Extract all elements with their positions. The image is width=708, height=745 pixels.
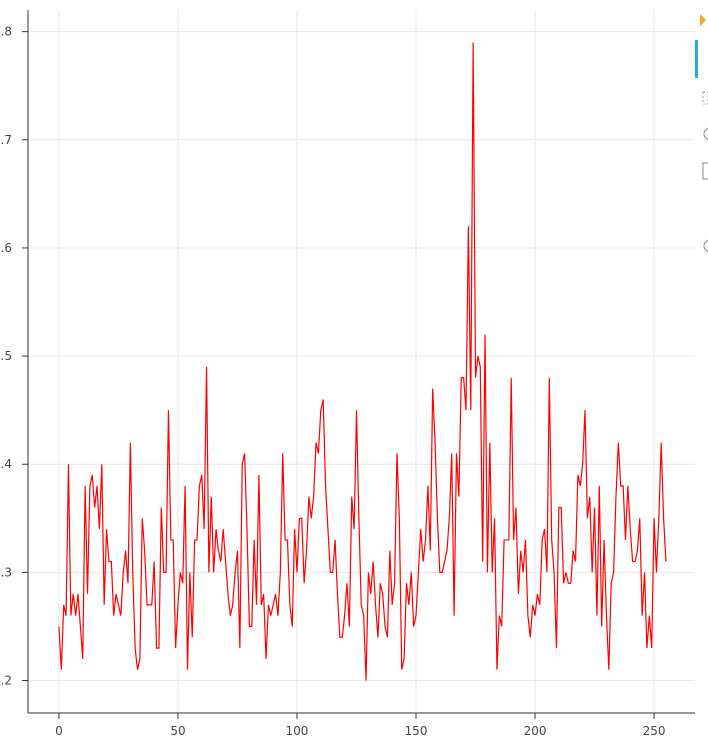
x-tick-label: 200	[524, 724, 547, 738]
toolbar	[695, 14, 708, 253]
y-tick-label: 0.3	[0, 565, 12, 579]
x-tick-label: 100	[286, 724, 309, 738]
y-tick-label: 0.7	[0, 133, 12, 147]
x-tick-label: 0	[55, 724, 63, 738]
box-zoom-tool[interactable]	[702, 91, 708, 105]
line-series	[58, 42, 667, 681]
x-tick-label: 50	[170, 724, 185, 738]
save-tool[interactable]	[702, 162, 708, 180]
bokeh-logo	[700, 14, 706, 26]
active-tool-indicator	[695, 40, 698, 78]
y-tick-label: 0.5	[0, 349, 12, 363]
x-tick-label: 150	[405, 724, 428, 738]
x-tick-label: 250	[643, 724, 666, 738]
reset-tool[interactable]	[703, 239, 708, 253]
y-tick-label: 0.4	[0, 457, 12, 471]
y-tick-label: 0.6	[0, 241, 12, 255]
wheel-zoom-tool[interactable]	[703, 127, 708, 141]
y-tick-label: 0.2	[0, 674, 12, 688]
y-tick-label: 0.8	[0, 25, 12, 39]
